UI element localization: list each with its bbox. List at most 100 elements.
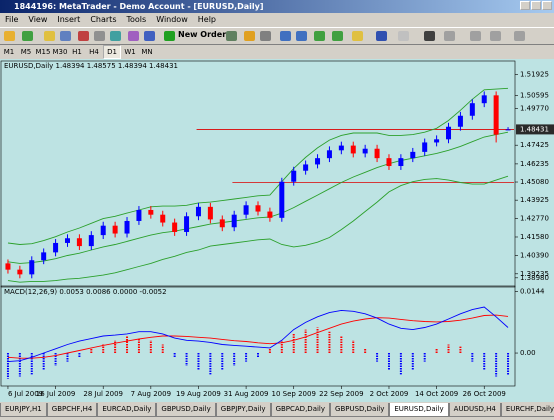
title-bar: 1844196: MetaTrader - Demo Account - [EU… [0,0,554,13]
menu-item[interactable]: Tools [126,15,147,24]
icon[interactable] [376,31,387,41]
icon[interactable] [94,31,105,41]
icon[interactable] [470,31,481,41]
chart-tab[interactable]: EURJPY,H1 [0,403,47,417]
icon[interactable] [444,31,455,41]
minimize[interactable] [520,1,530,10]
candle-body [88,235,94,247]
icon[interactable] [244,31,255,41]
icon[interactable] [44,31,55,41]
y-tick-label: 1.50595 [520,91,549,99]
candle-body [53,242,59,253]
candle-body [136,209,142,221]
icon[interactable] [4,31,15,41]
new-order-button[interactable]: New Order [178,30,227,39]
candle-body [195,206,201,217]
y-tick-label: 0.00 [520,349,536,357]
icon[interactable] [144,31,155,41]
x-tick-label: 10 Sep 2009 [272,390,316,398]
chart-tab[interactable]: GBPUSD,Daily [156,403,216,417]
candle-body [279,181,285,218]
icon[interactable] [110,31,121,41]
chart-tab[interactable]: GBPCAD,Daily [270,403,331,417]
icon[interactable] [78,31,89,41]
candle-body [41,252,47,261]
icon[interactable] [332,31,343,41]
menu-item[interactable]: View [28,15,48,24]
chart-tab[interactable]: GBPJPY,Daily [215,403,271,417]
candle-body [64,238,70,243]
menu-item[interactable]: Help [197,15,216,24]
icon[interactable] [280,31,291,41]
main-panel [0,60,516,288]
icon[interactable] [314,31,325,41]
timeframe-button[interactable]: M5 [20,48,32,56]
window-buttons [519,1,552,14]
icon[interactable] [226,31,237,41]
candle-body [315,158,321,165]
macd-line [7,306,509,363]
timeframe-button[interactable]: H1 [72,48,82,56]
current-price-box [516,124,554,135]
maximize[interactable] [531,1,541,10]
candle-body [243,205,249,215]
chart-tab[interactable]: GBPCHF,H4 [46,403,98,417]
y-tick-label: 1.47425 [520,141,549,149]
candle-body [172,222,178,232]
close[interactable] [542,1,552,10]
candle-body [160,214,166,223]
icon[interactable] [260,31,271,41]
icon[interactable] [424,31,435,41]
candle-body [5,263,11,270]
candle-body [231,214,237,228]
x-tick-label: 7 Aug 2009 [131,390,171,398]
candle-body [446,126,452,140]
chart-tabs: EURJPY,H1 GBPCHF,H4 EURCAD,Daily GBPUSD,Dai… [0,403,554,418]
y-tick-label: 1.46235 [520,160,549,168]
icon[interactable] [398,31,409,41]
y-tick-label: 1.51925 [520,71,549,79]
menu-item[interactable]: Insert [57,15,81,24]
timeframe-button[interactable]: M30 [52,48,68,56]
candle-body [350,145,356,154]
chart-tab[interactable]: AUDUSD,H4 [448,403,501,417]
timeframe-button[interactable]: M15 [35,48,51,56]
y-tick-label: 1.42770 [520,214,549,222]
timeframe-button[interactable]: M1 [3,48,15,56]
timeframe-button[interactable]: D1 [103,45,121,59]
candle-body [469,103,475,116]
chart-tab[interactable]: GBPUSD,Daily [330,403,390,417]
icon[interactable] [164,31,175,41]
menu-bar: File View Insert Charts Tools Window Help [0,13,554,26]
current-price-label: 1.48431 [520,125,549,133]
candle-body [291,170,297,182]
chart-tab[interactable]: EURCAD,Daily [97,403,157,417]
icon[interactable] [490,31,501,41]
x-tick-label: 19 Aug 2009 [176,390,221,398]
macd-signal-line [7,314,509,359]
candle-body [493,95,499,135]
menu-item[interactable]: File [5,15,19,24]
indicator-panel [0,285,516,387]
candle-body [148,209,154,215]
candle-body [255,205,261,212]
candle-body [374,148,380,159]
chart-title: EURUSD,Daily 1.48394 1.48575 1.48394 1.4… [4,62,178,70]
icon[interactable] [60,31,71,41]
icon[interactable] [296,31,307,41]
icon[interactable] [128,31,139,41]
menu-item[interactable]: Window [156,15,188,24]
icon[interactable] [352,31,363,41]
chart-tab[interactable]: EURCHF,Daily [500,403,554,417]
icon[interactable] [514,31,525,41]
menu-item[interactable]: Charts [90,15,117,24]
timeframe-button[interactable]: W1 [124,48,136,56]
timeframe-button[interactable]: MN [141,48,153,56]
chart-tab[interactable]: EURUSD,Daily [389,403,449,417]
icon[interactable] [22,31,33,41]
candle-body [124,220,130,234]
timeframe-button[interactable]: H4 [89,48,99,56]
candle-body [326,150,332,159]
y-tick-label: 1.43925 [520,196,549,204]
